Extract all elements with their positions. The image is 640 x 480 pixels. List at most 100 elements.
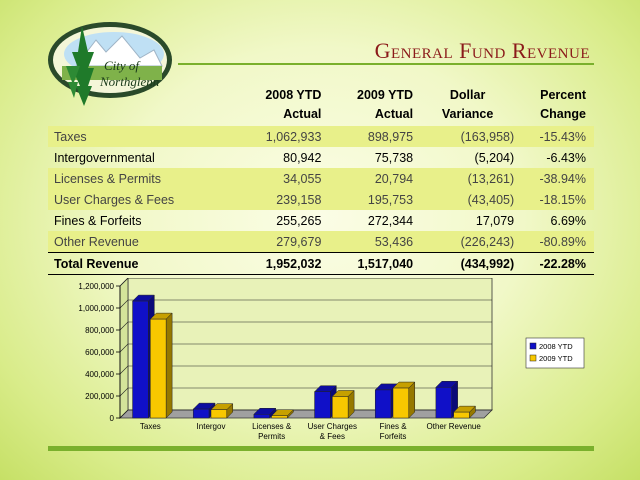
revenue-table: 2008 YTD Actual 2009 YTD Actual Dollar Vari… (48, 86, 594, 275)
header-variance: Dollar Variance (421, 86, 522, 126)
bar (392, 387, 410, 419)
x-tick-label: Other Revenue (427, 422, 482, 431)
header-2009: 2009 YTD Actual (329, 86, 421, 126)
x-tick-label: Licenses & (252, 422, 292, 431)
cell-percent: -80.89% (522, 231, 594, 253)
total-percent: -22.28% (522, 252, 594, 275)
cell-2008: 34,055 (242, 168, 330, 189)
cell-2009: 20,794 (329, 168, 422, 189)
y-tick-label: 1,000,000 (78, 304, 114, 313)
header-label-col (48, 86, 242, 126)
gridline-side (119, 277, 129, 287)
total-variance: (434,992) (421, 252, 523, 275)
bar (132, 300, 149, 419)
header-2008-line1: 2008 YTD (265, 88, 322, 102)
table-row: Other Revenue 279,679 53,436 (226,243) -… (48, 231, 594, 253)
row-label: Intergovernmental (54, 150, 155, 165)
y-tick-label: 600,000 (85, 348, 114, 357)
total-label: Total Revenue (48, 252, 243, 275)
chart-canvas: 0 200,000 400,000 600,000 800,000 1,000,000 1,… (78, 277, 585, 441)
y-tick-label: 0 (110, 414, 115, 423)
y-tick-label: 800,000 (85, 326, 114, 335)
gridline-side (119, 343, 129, 353)
cell-variance: (163,958) (421, 126, 523, 147)
table-total-row: Total Revenue 1,952,032 1,517,040 (434,9… (48, 252, 594, 275)
bar-side (165, 312, 173, 419)
header-percent: Percent Change (522, 86, 594, 126)
logo-text-city: City of (104, 58, 141, 73)
y-tick-label: 400,000 (85, 370, 114, 379)
cell-2009: 195,753 (329, 189, 422, 210)
bar (314, 391, 331, 419)
logo-text-name: Northglenn (99, 74, 159, 89)
bar (332, 396, 349, 419)
bar (210, 409, 228, 419)
header-2009-line1: 2009 YTD (357, 88, 414, 102)
row-label: User Charges & Fees (48, 189, 243, 210)
cell-percent: 6.69% (550, 213, 586, 228)
cell-variance: (226,243) (421, 231, 523, 253)
cell-2008: 279,679 (242, 231, 330, 253)
city-logo: City of Northglenn (48, 22, 172, 106)
table-header-row: 2008 YTD Actual 2009 YTD Actual Dollar Vari… (48, 86, 594, 126)
gridline-side (119, 321, 129, 331)
row-label: Fines & Forfeits (54, 213, 142, 228)
cell-variance: (5,204) (474, 150, 515, 165)
table-row: Licenses & Permits 34,055 20,794 (13,261… (48, 168, 594, 189)
y-tick-label: 200,000 (85, 392, 114, 401)
legend-label: 2009 YTD (539, 354, 573, 363)
legend-swatch (529, 342, 537, 350)
x-tick-label: Fines & (379, 422, 407, 431)
table-row: User Charges & Fees 239,158 195,753 (43,… (48, 189, 594, 210)
header-variance-line1: Dollar (449, 88, 486, 102)
legend-swatch (529, 354, 537, 362)
gridline-side (119, 409, 129, 419)
x-tick-label: Taxes (140, 422, 161, 431)
gridline-side (119, 387, 129, 397)
footer-bar (48, 446, 594, 451)
x-tick-label: & Fees (320, 432, 345, 441)
cell-2009: 75,738 (374, 150, 414, 165)
cell-2009: 898,975 (329, 126, 422, 147)
row-label: Licenses & Permits (48, 168, 243, 189)
title-underline (178, 63, 594, 65)
cell-2009: 53,436 (329, 231, 422, 253)
cell-2009: 272,344 (367, 213, 414, 228)
cell-variance: (13,261) (421, 168, 523, 189)
header-2008: 2008 YTD Actual (242, 86, 329, 126)
bar (374, 389, 392, 419)
header-variance-line2: Variance (441, 107, 494, 121)
cell-2008: 255,265 (276, 213, 322, 228)
bar (150, 318, 167, 419)
y-tick-label: 1,200,000 (78, 282, 114, 291)
cell-variance: 17,079 (475, 213, 515, 228)
table-row: Taxes 1,062,933 898,975 (163,958) -15.43… (48, 126, 594, 147)
cell-variance: (43,405) (421, 189, 523, 210)
cell-percent: -38.94% (522, 168, 594, 189)
x-tick-label: Intergov (197, 422, 226, 431)
bar (271, 415, 288, 419)
cell-2008: 239,158 (242, 189, 330, 210)
gridline-side (119, 299, 129, 309)
row-label: Other Revenue (48, 231, 243, 253)
table-row: Intergovernmental 80,942 75,738 (5,204) … (48, 147, 594, 168)
bar (192, 408, 210, 419)
x-tick-label: Permits (258, 432, 285, 441)
total-2009: 1,517,040 (329, 252, 422, 275)
total-2008: 1,952,032 (242, 252, 330, 275)
cell-percent: -6.43% (546, 150, 586, 165)
header-percent-line2: Change (540, 107, 586, 121)
cell-2008: 80,942 (283, 150, 322, 165)
bar (453, 411, 470, 419)
row-label: Taxes (48, 126, 243, 147)
revenue-bar-chart: 0 200,000 400,000 600,000 800,000 1,000,000 1,… (48, 277, 594, 446)
cell-percent: -18.15% (522, 189, 594, 210)
legend-label: 2008 YTD (539, 342, 573, 351)
x-tick-label: Forfeits (380, 432, 407, 441)
header-2009-line2: Actual (374, 107, 414, 121)
x-tick-label: User Charges (308, 422, 357, 431)
header-2008-line2: Actual (283, 107, 322, 121)
page-title: General Fund Revenue (374, 38, 590, 63)
bar (435, 386, 452, 419)
table-row: Fines & Forfeits 255,265 272,344 17,079 … (48, 210, 594, 231)
